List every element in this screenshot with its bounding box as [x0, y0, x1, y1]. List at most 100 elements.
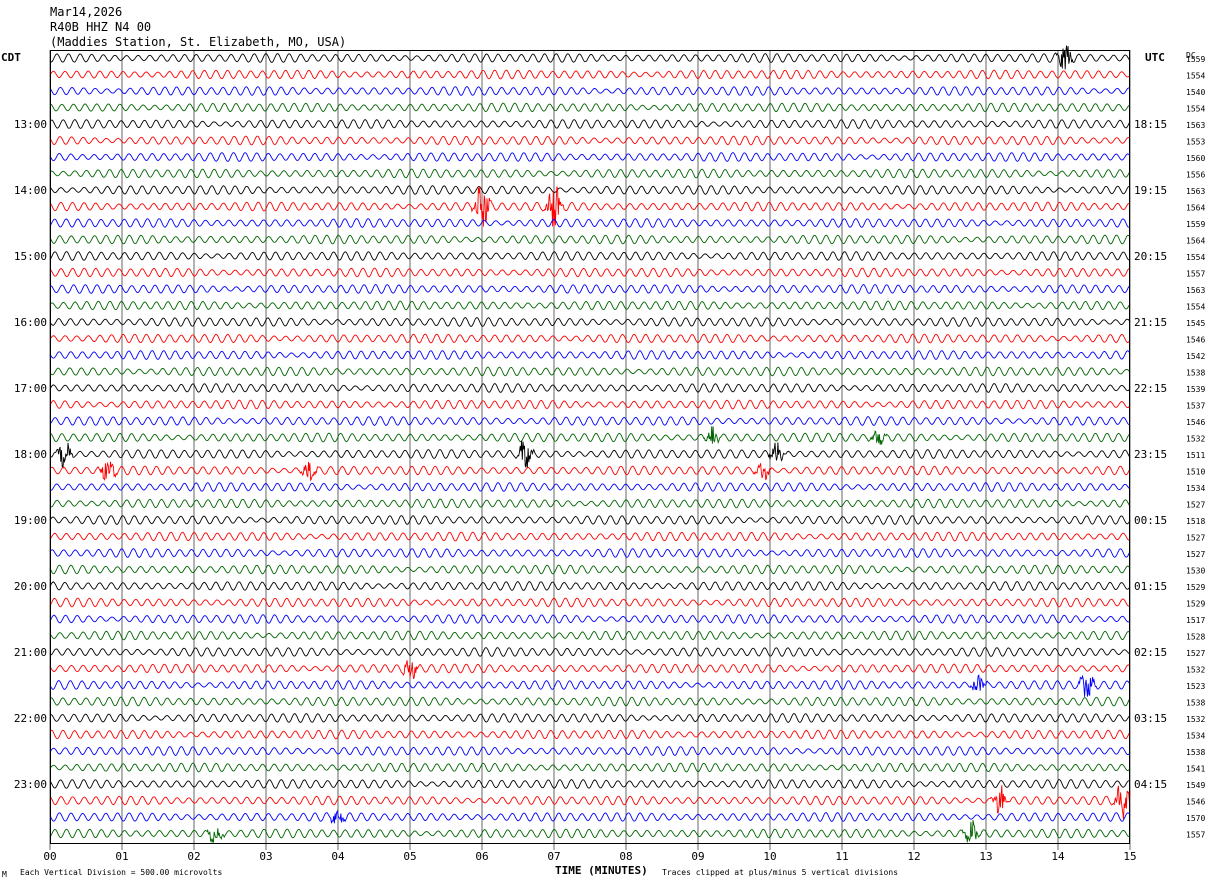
- left-hour-label: 19:00: [14, 514, 47, 527]
- dc-value-label: 1542: [1186, 352, 1205, 361]
- x-tick-label: 05: [403, 850, 416, 863]
- x-tick-label: 12: [907, 850, 920, 863]
- axis-labels: 00 01 02 03 04 05 06 07 08 09 10 11 12 13 14 15 1559 1554…: [14, 55, 1206, 863]
- trace-line: [49, 729, 1131, 740]
- left-hour-label: 20:00: [14, 580, 47, 593]
- dc-value-label: 1545: [1186, 319, 1205, 328]
- right-hour-label: 00:15: [1134, 514, 1167, 527]
- dc-value-label: 1538: [1186, 748, 1205, 757]
- plot-frame: [50, 50, 1130, 844]
- dc-value-label: 1517: [1186, 616, 1205, 625]
- trace-line: [49, 746, 1131, 756]
- dc-value-label: 1563: [1186, 286, 1205, 295]
- dc-value-label: 1564: [1186, 204, 1205, 213]
- trace-line: [49, 426, 1131, 445]
- trace-line: [49, 482, 1131, 492]
- trace-line: [49, 317, 1131, 327]
- trace-line: [49, 267, 1131, 278]
- trace-line: [49, 515, 1131, 525]
- trace-line: [49, 333, 1131, 344]
- dc-value-label: 1546: [1186, 798, 1205, 807]
- x-tick-label: 13: [979, 850, 992, 863]
- x-tick-label: 02: [187, 850, 200, 863]
- trace-line: [49, 630, 1131, 641]
- trace-line: [49, 185, 1131, 195]
- x-tick-label: 00: [43, 850, 56, 863]
- x-tick-label: 03: [259, 850, 272, 863]
- trace-line: [49, 186, 1131, 227]
- dc-value-label: 1510: [1186, 468, 1205, 477]
- header-station: (Maddies Station, St. Elizabeth, MO, USA…: [50, 35, 346, 49]
- left-hour-label: 21:00: [14, 646, 47, 659]
- dc-value-label: 1560: [1186, 154, 1205, 163]
- dc-value-label: 1539: [1186, 385, 1205, 394]
- dc-value-label: 1532: [1186, 435, 1205, 444]
- trace-line: [49, 531, 1131, 542]
- header-channel: R40B HHZ N4 00: [50, 20, 151, 34]
- dc-value-label: 1540: [1186, 88, 1205, 97]
- x-tick-label: 11: [835, 850, 848, 863]
- trace-line: [49, 461, 1131, 482]
- right-hour-label: 04:15: [1134, 778, 1167, 791]
- dc-value-label: 1546: [1186, 336, 1205, 345]
- header-date: Mar14,2026: [50, 5, 122, 19]
- trace-line: [49, 779, 1131, 789]
- trace-line: [49, 660, 1131, 680]
- trace-line: [49, 440, 1131, 469]
- dc-value-label: 1549: [1186, 781, 1205, 790]
- trace-line: [50, 647, 1131, 657]
- left-hour-label: 18:00: [14, 448, 47, 461]
- trace-line: [49, 785, 1131, 820]
- trace-line: [49, 119, 1131, 129]
- x-tick-label: 14: [1051, 850, 1065, 863]
- footer-corner-mark: M: [2, 870, 7, 879]
- trace-line: [49, 614, 1131, 624]
- dc-value-label: 1554: [1186, 303, 1205, 312]
- trace-line: [49, 674, 1131, 697]
- left-timezone-label: CDT: [1, 51, 21, 64]
- dc-value-label: 1570: [1186, 814, 1205, 823]
- dc-value-label: 1511: [1186, 451, 1205, 460]
- dc-header-label: DC: [1186, 51, 1196, 60]
- trace-line: [49, 696, 1131, 707]
- dc-value-label: 1518: [1186, 517, 1205, 526]
- dc-value-label: 1534: [1186, 484, 1205, 493]
- dc-value-label: 1527: [1186, 649, 1205, 658]
- right-timezone-label: UTC: [1145, 51, 1165, 64]
- dc-value-label: 1532: [1186, 715, 1205, 724]
- trace-line: [49, 45, 1131, 70]
- trace-line: [49, 383, 1131, 393]
- dc-value-label: 1529: [1186, 583, 1205, 592]
- trace-line: [49, 234, 1131, 245]
- trace-line: [49, 300, 1131, 311]
- dc-value-label: 1523: [1186, 682, 1205, 691]
- x-tick-label: 10: [763, 850, 776, 863]
- dc-value-label: 1538: [1186, 699, 1205, 708]
- dc-value-label: 1541: [1186, 765, 1205, 774]
- dc-value-label: 1527: [1186, 534, 1205, 543]
- dc-value-label: 1530: [1186, 567, 1205, 576]
- seismic-traces: [49, 45, 1131, 844]
- trace-line: [49, 713, 1131, 723]
- trace-line: [49, 251, 1131, 261]
- trace-line: [49, 416, 1131, 426]
- dc-value-label: 1527: [1186, 501, 1205, 510]
- left-hour-label: 23:00: [14, 778, 47, 791]
- x-tick-label: 07: [547, 850, 560, 863]
- trace-line: [49, 498, 1131, 509]
- dc-value-label: 1546: [1186, 418, 1205, 427]
- x-tick-label: 01: [115, 850, 128, 863]
- dc-value-label: 1563: [1186, 121, 1205, 130]
- trace-line: [49, 102, 1131, 113]
- x-tick-label: 04: [331, 850, 345, 863]
- right-hour-label: 19:15: [1134, 184, 1167, 197]
- trace-line: [49, 548, 1131, 558]
- right-hour-label: 03:15: [1134, 712, 1167, 725]
- trace-line: [49, 820, 1131, 844]
- right-hour-label: 21:15: [1134, 316, 1167, 329]
- trace-line: [49, 762, 1131, 773]
- trace-line: [49, 86, 1131, 96]
- trace-line: [49, 399, 1131, 410]
- x-axis-title: TIME (MINUTES): [555, 864, 648, 877]
- x-tick-label: 08: [619, 850, 632, 863]
